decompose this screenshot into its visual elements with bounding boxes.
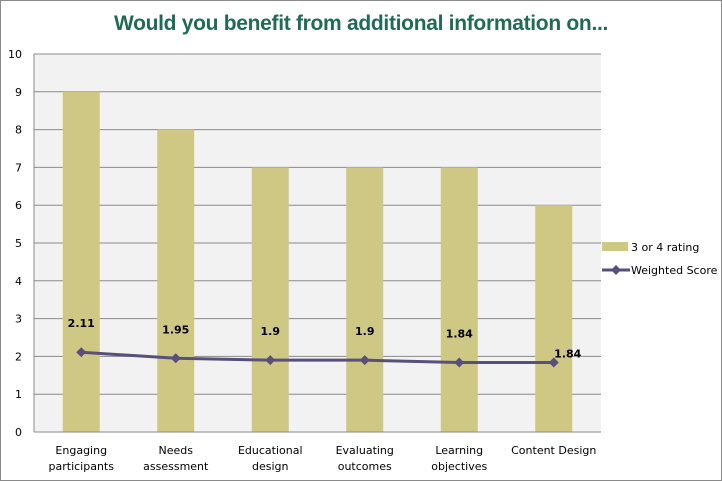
data-point-marker: [265, 355, 276, 366]
legend-label: Weighted Score: [631, 264, 718, 277]
data-label: 1.84: [446, 327, 473, 340]
data-point-marker: [76, 347, 87, 358]
y-tick-label: 1: [15, 388, 22, 401]
y-tick-label: 2: [15, 350, 22, 363]
data-point-marker: [454, 357, 465, 368]
x-tick-label: Content Design: [511, 444, 596, 457]
x-tick-label: Educational: [238, 444, 303, 457]
x-tick-label: objectives: [431, 460, 487, 473]
weighted-score-line: [81, 350, 554, 364]
data-label: 2.11: [68, 317, 95, 330]
legend-swatch-bar: [602, 242, 628, 251]
y-tick-label: 9: [15, 86, 22, 99]
x-tick-label: Needs: [159, 444, 194, 457]
legend-label: 3 or 4 rating: [631, 241, 699, 254]
y-tick-label: 3: [15, 313, 22, 326]
y-tick-label: 0: [15, 426, 22, 439]
x-tick-label: design: [252, 460, 289, 473]
x-tick-label: Learning: [435, 444, 483, 457]
legend-marker: [611, 265, 621, 275]
data-point-marker: [359, 355, 370, 366]
y-tick-label: 4: [15, 275, 22, 288]
y-tick-label: 8: [15, 124, 22, 137]
x-tick-label: participants: [49, 460, 115, 473]
data-point-marker: [170, 353, 181, 364]
x-tick-label: Evaluating: [336, 444, 394, 457]
chart-title: Would you benefit from additional inform…: [113, 12, 609, 35]
data-label: 1.84: [554, 347, 581, 360]
bar: [440, 167, 478, 432]
bar: [62, 91, 100, 433]
data-label: 1.9: [355, 325, 375, 338]
bar: [251, 167, 289, 432]
x-tick-label: assessment: [143, 460, 209, 473]
bar: [157, 129, 195, 432]
data-label: 1.9: [261, 325, 281, 338]
x-tick-label: Engaging: [55, 444, 107, 457]
data-point-marker: [548, 357, 559, 368]
bar: [535, 205, 573, 432]
x-tick-label: outcomes: [338, 460, 392, 473]
y-tick-label: 10: [8, 48, 22, 61]
y-tick-label: 5: [15, 237, 22, 250]
bar: [346, 167, 384, 432]
data-label: 1.95: [162, 323, 189, 336]
y-tick-label: 6: [15, 199, 22, 212]
y-tick-label: 7: [15, 161, 22, 174]
